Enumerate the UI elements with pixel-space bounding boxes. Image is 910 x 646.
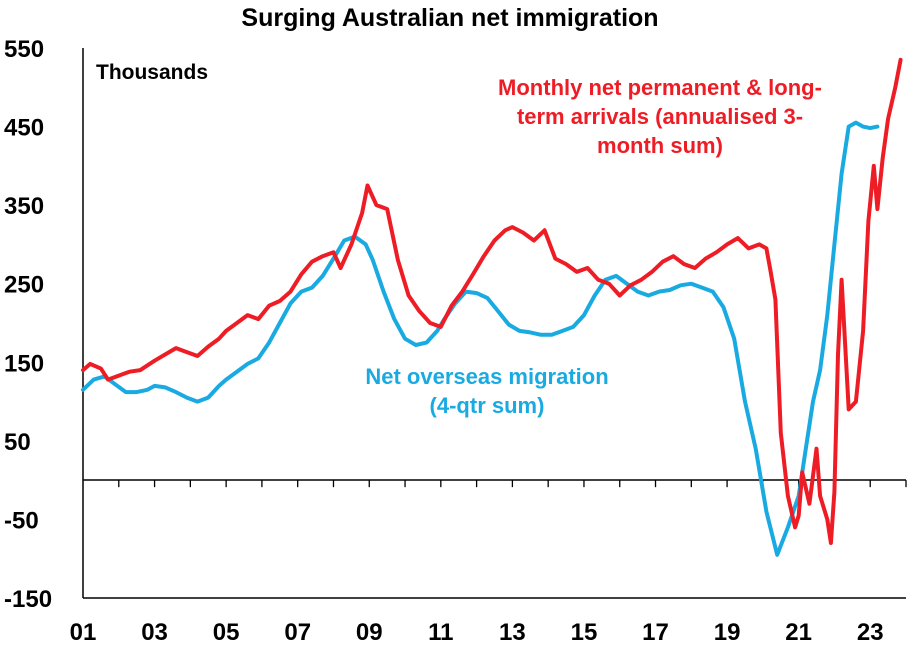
- x-tick-label: 17: [642, 619, 669, 646]
- chart-title: Surging Australian net immigration: [241, 4, 658, 32]
- x-tick-label: 15: [571, 619, 598, 646]
- series-label-line: month sum): [597, 133, 723, 158]
- y-tick-label: 50: [4, 429, 31, 456]
- y-tick-label: -50: [4, 507, 39, 534]
- y-tick-label: 350: [4, 193, 44, 220]
- x-tick-labels: 01 03 05 07 09 11 13 15 17 19 21 23: [70, 619, 884, 646]
- x-tick-label: 19: [714, 619, 741, 646]
- x-tick-label: 11: [428, 619, 453, 646]
- y-tick-label: 550: [4, 36, 44, 63]
- y-tick-labels: 550 450 350 250 150 50 -50 -150: [4, 36, 52, 613]
- x-tick-label: 01: [70, 619, 97, 646]
- series-label-line: Net overseas migration: [365, 364, 608, 389]
- series-label-line: Monthly net permanent & long-: [498, 75, 822, 100]
- series-line-arrivals: [81, 57, 903, 545]
- x-tick-label: 05: [213, 619, 240, 646]
- x-tick-label: 07: [284, 619, 311, 646]
- series-line-nom: [81, 120, 880, 557]
- x-tick-label: 13: [499, 619, 526, 646]
- y-tick-label: 250: [4, 272, 44, 299]
- series-label-line: term arrivals (annualised 3-: [517, 104, 803, 129]
- series-label-line: (4-qtr sum): [430, 393, 545, 418]
- units-label: Thousands: [96, 61, 208, 84]
- series-label-arrivals: Monthly net permanent & long-term arriva…: [498, 75, 822, 158]
- y-tick-label: -150: [4, 586, 52, 613]
- x-tick-label: 23: [857, 619, 884, 646]
- x-tick-label: 21: [785, 619, 812, 646]
- x-tick-label: 03: [141, 619, 168, 646]
- series-lines: [81, 57, 903, 557]
- x-tick-label: 09: [356, 619, 383, 646]
- y-tick-label: 450: [4, 115, 44, 142]
- series-label-nom: Net overseas migration (4-qtr sum): [365, 364, 608, 418]
- y-tick-label: 150: [4, 350, 44, 377]
